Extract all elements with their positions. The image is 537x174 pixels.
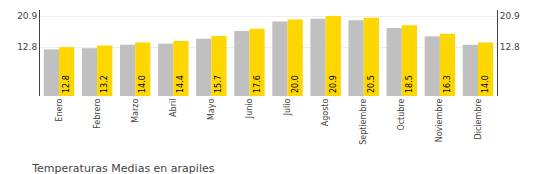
svg-text:Junio: Junio <box>245 99 254 120</box>
svg-text:Agosto: Agosto <box>321 99 330 127</box>
svg-text:17.6: 17.6 <box>253 75 262 93</box>
svg-text:15.7: 15.7 <box>214 75 223 93</box>
svg-text:20.5: 20.5 <box>367 75 376 93</box>
svg-text:Temperaturas Medias en arapile: Temperaturas Medias en arapiles <box>31 162 214 174</box>
svg-text:Marzo: Marzo <box>131 98 140 122</box>
svg-text:20.9: 20.9 <box>500 11 520 21</box>
svg-text:12.8: 12.8 <box>500 42 520 52</box>
svg-text:20.9: 20.9 <box>329 75 338 93</box>
svg-text:18.5: 18.5 <box>405 75 414 93</box>
svg-text:20.0: 20.0 <box>291 75 300 93</box>
svg-text:12.8: 12.8 <box>17 42 37 52</box>
svg-text:Abril: Abril <box>169 99 178 117</box>
svg-text:14.4: 14.4 <box>176 75 185 93</box>
svg-text:14.0: 14.0 <box>481 75 490 93</box>
svg-text:20.9: 20.9 <box>17 11 37 21</box>
svg-text:12.8: 12.8 <box>62 75 71 93</box>
svg-text:Septiembre: Septiembre <box>359 99 368 145</box>
svg-text:Mayo: Mayo <box>207 98 216 120</box>
svg-text:Noviembre: Noviembre <box>435 99 444 143</box>
svg-text:Enero: Enero <box>55 99 64 122</box>
svg-text:14.0: 14.0 <box>138 75 147 93</box>
svg-text:Octubre: Octubre <box>397 99 406 131</box>
svg-text:13.2: 13.2 <box>100 75 109 93</box>
svg-text:16.3: 16.3 <box>443 75 452 93</box>
svg-text:Febrero: Febrero <box>93 99 102 129</box>
svg-text:Julio: Julio <box>283 99 292 117</box>
svg-text:Diciembre: Diciembre <box>474 99 483 140</box>
